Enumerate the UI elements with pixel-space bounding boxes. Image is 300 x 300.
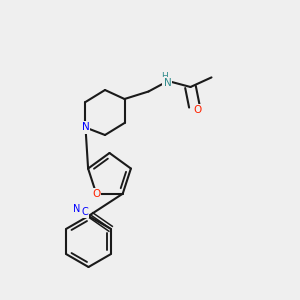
Text: O: O	[194, 105, 202, 115]
Text: N: N	[73, 204, 80, 214]
Text: N: N	[164, 78, 171, 88]
Text: H: H	[161, 72, 167, 81]
Text: C: C	[82, 207, 88, 217]
Text: O: O	[92, 189, 100, 199]
Text: N: N	[82, 122, 89, 133]
